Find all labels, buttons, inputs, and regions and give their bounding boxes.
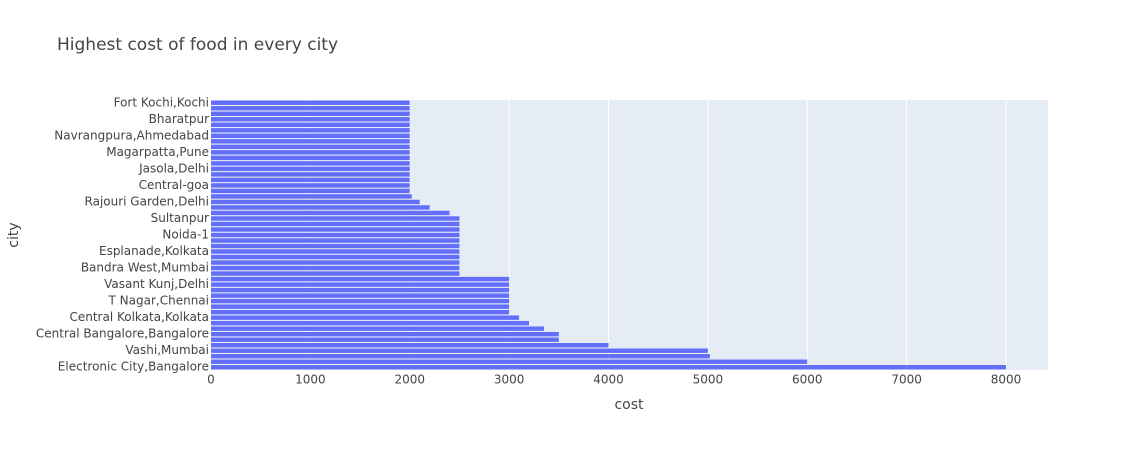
y-axis-title: city bbox=[6, 222, 22, 247]
bar bbox=[211, 227, 460, 232]
bar bbox=[211, 287, 510, 293]
bar bbox=[211, 161, 410, 166]
y-tick-label: Bharatpur bbox=[149, 112, 209, 126]
bar bbox=[211, 122, 410, 127]
bar bbox=[211, 276, 510, 282]
bar bbox=[211, 271, 460, 276]
bar bbox=[211, 111, 410, 116]
bar bbox=[211, 177, 410, 183]
bar bbox=[211, 326, 544, 331]
bar bbox=[211, 320, 529, 326]
bar bbox=[211, 205, 430, 210]
y-tick-label: T Nagar,Chennai bbox=[108, 294, 209, 308]
bar bbox=[211, 304, 510, 309]
y-tick-label: Central Kolkata,Kolkata bbox=[69, 310, 209, 324]
y-tick-label: Central Bangalore,Bangalore bbox=[36, 327, 209, 341]
bar bbox=[211, 232, 460, 238]
y-tick-label: Sultanpur bbox=[151, 211, 209, 225]
bar bbox=[211, 106, 410, 111]
x-tick-label: 3000 bbox=[494, 373, 525, 387]
bar bbox=[211, 249, 460, 254]
bar bbox=[211, 337, 559, 342]
x-tick-label: 7000 bbox=[891, 373, 922, 387]
x-tick-label: 1000 bbox=[295, 373, 326, 387]
bar bbox=[211, 216, 460, 221]
bar bbox=[211, 309, 510, 315]
y-tick-label: Esplanade,Kolkata bbox=[99, 244, 209, 258]
bar bbox=[211, 128, 410, 133]
bar bbox=[211, 221, 460, 227]
bar bbox=[211, 243, 460, 249]
bar bbox=[211, 166, 410, 172]
bar bbox=[211, 117, 410, 122]
x-axis-title: cost bbox=[614, 397, 644, 413]
x-tick-label: 2000 bbox=[394, 373, 425, 387]
bar bbox=[211, 150, 410, 155]
bar bbox=[211, 331, 559, 337]
bar bbox=[211, 100, 410, 105]
y-tick-label: Magarpatta,Pune bbox=[106, 145, 209, 159]
bar bbox=[211, 194, 412, 199]
bar bbox=[211, 293, 510, 298]
y-tick-label: Vasant Kunj,Delhi bbox=[104, 277, 209, 291]
bar bbox=[211, 315, 520, 320]
bar bbox=[211, 210, 450, 216]
bar bbox=[211, 354, 710, 359]
x-tick-label: 5000 bbox=[693, 373, 724, 387]
bar bbox=[211, 298, 510, 304]
x-tick-label: 4000 bbox=[593, 373, 624, 387]
bar bbox=[211, 359, 808, 364]
bar bbox=[211, 188, 410, 194]
bar bbox=[211, 348, 708, 353]
y-tick-label: Jasola,Delhi bbox=[138, 161, 209, 175]
chart-title: Highest cost of food in every city bbox=[57, 35, 338, 55]
y-tick-label: Electronic City,Bangalore bbox=[58, 360, 209, 374]
y-tick-label: Vashi,Mumbai bbox=[125, 343, 209, 357]
bar bbox=[211, 282, 510, 287]
bar bbox=[211, 365, 1006, 370]
bar bbox=[211, 183, 410, 188]
bar bbox=[211, 133, 410, 139]
bar bbox=[211, 139, 410, 144]
bar bbox=[211, 260, 460, 265]
x-tick-label: 6000 bbox=[792, 373, 823, 387]
x-tick-label: 8000 bbox=[991, 373, 1022, 387]
x-tick-label: 0 bbox=[207, 373, 215, 387]
y-tick-label: Navrangpura,Ahmedabad bbox=[54, 128, 209, 142]
y-tick-label: Fort Kochi,Kochi bbox=[114, 95, 209, 109]
y-tick-label: Central-goa bbox=[139, 178, 209, 192]
bar bbox=[211, 238, 460, 243]
bar bbox=[211, 265, 460, 271]
y-tick-label: Bandra West,Mumbai bbox=[81, 261, 209, 275]
bar bbox=[211, 172, 410, 177]
bar bbox=[211, 155, 410, 161]
bar bbox=[211, 199, 420, 205]
y-tick-label: Rajouri Garden,Delhi bbox=[85, 194, 209, 208]
y-tick-label: Noida-1 bbox=[162, 228, 209, 242]
bar bbox=[211, 144, 410, 150]
bar bbox=[211, 343, 609, 348]
bar bbox=[211, 254, 460, 260]
